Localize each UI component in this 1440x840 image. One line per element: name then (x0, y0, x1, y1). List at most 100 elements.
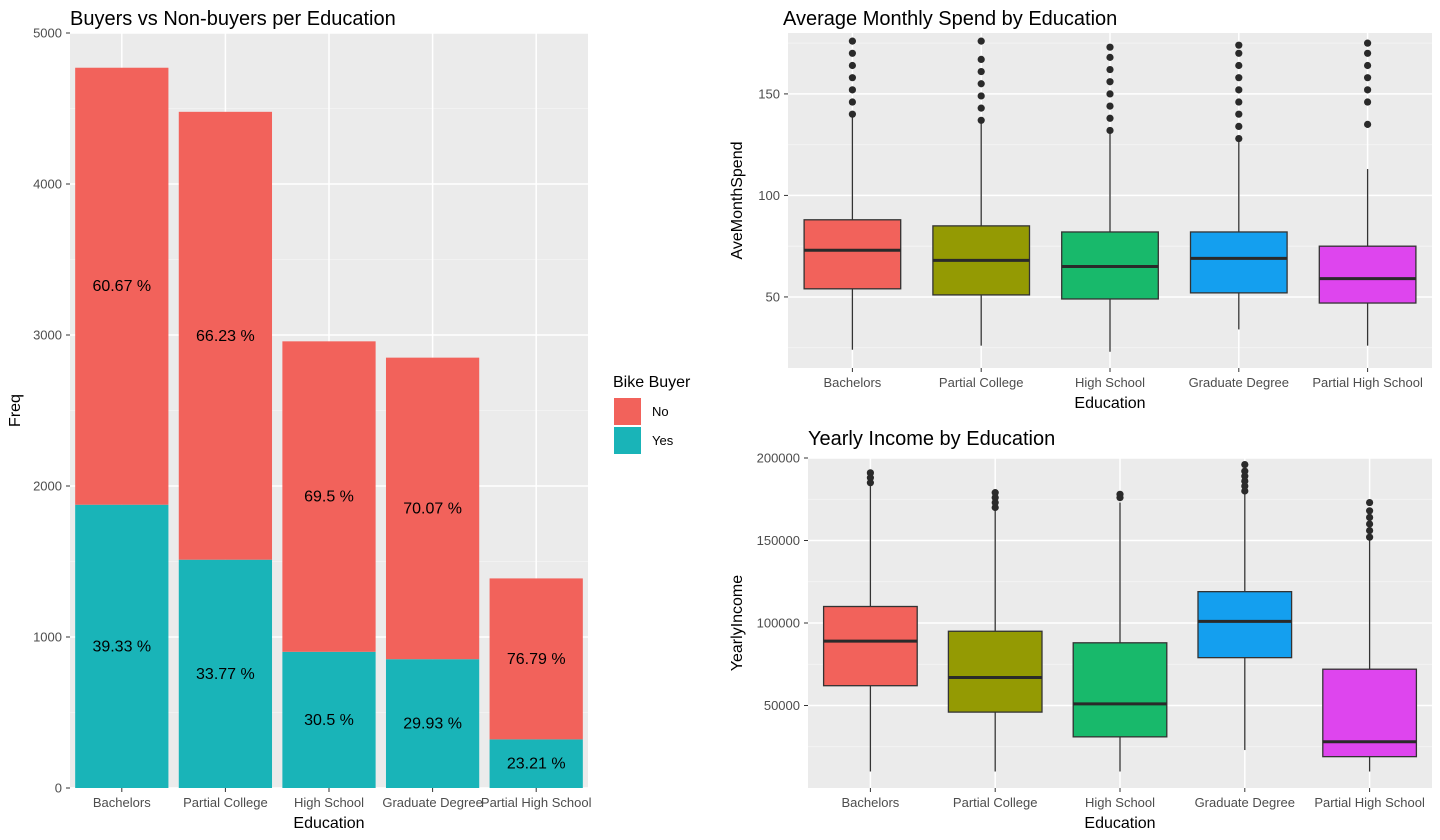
y-tick-label: 100 (758, 188, 780, 203)
outlier-point (848, 61, 857, 70)
box (803, 219, 902, 290)
outlier-point (1364, 86, 1372, 94)
bar-no (489, 578, 583, 740)
outlier-point (1366, 527, 1374, 535)
x-tick-label: Graduate Degree (382, 795, 482, 810)
outlier-point (866, 479, 875, 487)
y-tick-label: 50000 (764, 698, 800, 713)
bar-data-label: 39.33 % (92, 638, 151, 655)
outlier-point (1241, 472, 1249, 480)
outlier-point (1366, 507, 1374, 515)
box (1197, 591, 1293, 659)
box (1322, 668, 1418, 758)
chart-title: Yearly Income by Education (808, 428, 1055, 450)
bar-yes (178, 559, 273, 788)
y-tick-label: 5000 (33, 26, 62, 41)
x-tick-label: Bachelors (823, 375, 881, 390)
y-axis-label: YearlyIncome (729, 575, 746, 671)
outlier-point (1235, 134, 1243, 143)
y-tick-label: 150000 (757, 533, 800, 548)
legend-title: Bike Buyer (613, 374, 691, 391)
chart-title: Buyers vs Non-buyers per Education (70, 8, 396, 30)
outlier-point (1366, 520, 1374, 528)
outlier-point (866, 474, 875, 482)
y-tick-label: 3000 (33, 328, 62, 343)
outlier-point (1241, 467, 1249, 475)
bar-yes (282, 651, 376, 788)
outlier-point (866, 469, 875, 477)
y-axis-label: AveMonthSpend (729, 141, 746, 259)
outlier-point (1235, 86, 1243, 94)
outlier-point (1241, 461, 1249, 469)
outlier-point (977, 116, 985, 124)
outlier-point (1366, 513, 1374, 522)
x-tick-label: Bachelors (841, 795, 899, 810)
outlier-point (1241, 482, 1249, 490)
box (1072, 642, 1168, 738)
outlier-point (1235, 41, 1243, 49)
outlier-point (991, 494, 999, 502)
x-tick-label: Graduate Degree (1189, 375, 1289, 390)
box (822, 605, 918, 687)
bar-data-label: 29.93 % (403, 716, 462, 733)
outlier-point (1366, 498, 1374, 507)
x-tick-label: Partial High School (481, 795, 592, 810)
x-tick-label: High School (1075, 375, 1145, 390)
outlier-point (1235, 49, 1243, 57)
outlier-point (1241, 487, 1249, 495)
outlier-point (977, 55, 985, 63)
x-axis-label: Education (1074, 395, 1145, 412)
x-tick-label: Bachelors (93, 795, 151, 810)
x-tick-label: Partial High School (1314, 795, 1425, 810)
outlier-point (1106, 126, 1114, 135)
bar-yes (385, 659, 480, 788)
bar-data-label: 60.67 % (92, 278, 151, 295)
outlier-point (848, 86, 857, 94)
outlier-point (1235, 110, 1243, 118)
y-tick-label: 4000 (33, 177, 62, 192)
y-tick-label: 1000 (33, 630, 62, 645)
outlier-point (977, 37, 985, 45)
y-tick-label: 150 (758, 86, 780, 101)
outlier-point (848, 110, 857, 118)
outlier-point (1235, 98, 1243, 106)
outlier-point (1364, 61, 1372, 70)
chart-title: Average Monthly Spend by Education (783, 8, 1117, 30)
y-axis-label: Freq (7, 394, 24, 427)
legend-label: Yes (652, 433, 674, 448)
outlier-point (1106, 90, 1114, 98)
outlier-point (848, 98, 857, 106)
outlier-point (1364, 39, 1372, 47)
y-tick-label: 0 (55, 781, 62, 796)
bar-data-label: 70.07 % (403, 500, 462, 517)
x-tick-label: High School (1085, 795, 1155, 810)
x-tick-label: Partial College (939, 375, 1024, 390)
outlier-point (1106, 65, 1114, 74)
outlier-point (1106, 43, 1114, 51)
y-tick-label: 200000 (757, 451, 800, 466)
outlier-point (977, 92, 985, 100)
bar-data-label: 66.23 % (196, 328, 255, 345)
outlier-point (1106, 114, 1114, 122)
outlier-point (991, 503, 999, 512)
x-tick-label: Graduate Degree (1195, 795, 1295, 810)
x-tick-label: High School (294, 795, 364, 810)
outlier-point (1116, 490, 1124, 498)
y-tick-label: 2000 (33, 479, 62, 494)
bar-data-label: 23.21 % (507, 756, 566, 773)
outlier-point (1364, 120, 1372, 128)
x-tick-label: Partial High School (1312, 375, 1423, 390)
outlier-point (991, 498, 999, 507)
x-axis-label: Education (293, 815, 364, 832)
outlier-point (1235, 61, 1243, 70)
outlier-point (1366, 533, 1374, 541)
legend-swatch-no (614, 398, 641, 425)
outlier-point (1235, 74, 1243, 82)
outlier-point (1106, 78, 1114, 86)
outlier-point (848, 49, 857, 57)
bar-no (385, 357, 480, 660)
outlier-point (1364, 74, 1372, 82)
outlier-point (848, 74, 857, 82)
outlier-point (1106, 102, 1114, 110)
